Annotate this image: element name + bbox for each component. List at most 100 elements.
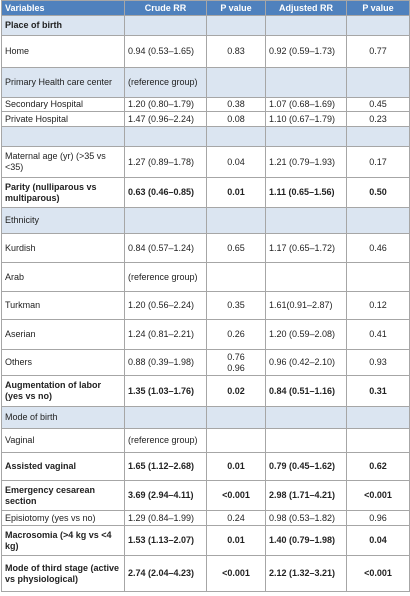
value-cell: <0.001 <box>206 555 266 592</box>
variable-cell: Augmentation of labor (yes vs no) <box>1 375 125 407</box>
empty-cell <box>265 406 347 429</box>
table-row: Augmentation of labor (yes vs no) 1.35 (1… <box>1 375 410 407</box>
value-cell: 1.24 (0.81–2.21) <box>124 319 207 350</box>
table-row: Primary Health care center (reference gro… <box>1 67 410 98</box>
table-row: Parity (nulliparous vs multiparous) 0.63 … <box>1 177 410 208</box>
empty-cell <box>346 67 410 98</box>
value-cell: 0.35 <box>206 291 266 320</box>
value-cell: 1.10 (0.67–1.79) <box>265 111 347 127</box>
empty-cell <box>206 207 266 234</box>
value-cell: 0.01 <box>206 177 266 208</box>
header-cell: P value <box>346 0 410 16</box>
table-row: Others 0.88 (0.39–1.98) 0.76 0.96 0.96 (0.42… <box>1 349 410 376</box>
value-cell: 0.94 (0.53–1.65) <box>124 35 207 68</box>
empty-cell <box>346 126 410 147</box>
variable-cell: Assisted vaginal <box>1 452 125 481</box>
value-cell: 0.84 (0.57–1.24) <box>124 233 207 263</box>
empty-cell <box>346 262 410 292</box>
value-cell: (reference group) <box>124 428 207 453</box>
variable-cell: Emergency cesarean section <box>1 480 125 511</box>
table-row: Episiotomy (yes vs no) 1.29 (0.84–1.99) 0.… <box>1 510 410 526</box>
value-cell: 0.50 <box>346 177 410 208</box>
empty-cell <box>206 262 266 292</box>
table-row: Kurdish 0.84 (0.57–1.24) 0.65 1.17 (0.65–1.… <box>1 233 410 263</box>
table-row: Maternal age (yr) (>35 vs <35) 1.27 (0.89… <box>1 146 410 178</box>
value-cell: 0.79 (0.45–1.62) <box>265 452 347 481</box>
value-cell: 0.01 <box>206 452 266 481</box>
empty-cell <box>346 428 410 453</box>
value-cell: 0.02 <box>206 375 266 407</box>
value-cell: 0.45 <box>346 97 410 112</box>
value-cell: 0.46 <box>346 233 410 263</box>
value-cell: 0.63 (0.46–0.85) <box>124 177 207 208</box>
cell-line: 0.96 <box>227 362 245 373</box>
value-cell: <0.001 <box>206 480 266 511</box>
empty-cell <box>124 15 207 36</box>
variable-cell: Parity (nulliparous vs multiparous) <box>1 177 125 208</box>
table-row: Vaginal (reference group) <box>1 428 410 453</box>
value-cell: 1.47 (0.96–2.24) <box>124 111 207 127</box>
header-row: Variables Crude RR P value Adjusted RR P val… <box>1 0 410 16</box>
value-cell: 0.83 <box>206 35 266 68</box>
value-cell: 1.20 (0.59–2.08) <box>265 319 347 350</box>
value-cell: 3.69 (2.94–4.11) <box>124 480 207 511</box>
variable-cell: Arab <box>1 262 125 292</box>
table-row: Arab (reference group) <box>1 262 410 292</box>
variable-cell: Mode of birth <box>1 406 125 429</box>
value-cell: 1.65 (1.12–2.68) <box>124 452 207 481</box>
table-row: Macrosomia (>4 kg vs <4 kg) 1.53 (1.13–2.… <box>1 525 410 556</box>
value-cell: 0.92 (0.59–1.73) <box>265 35 347 68</box>
cell: 0.76 0.96 <box>206 349 266 376</box>
variable-cell: Others <box>1 349 125 376</box>
value-cell: 1.27 (0.89–1.78) <box>124 146 207 178</box>
variable-cell: Aserian <box>1 319 125 350</box>
table-row: Mode of birth <box>1 406 410 429</box>
value-cell: 1.40 (0.79–1.98) <box>265 525 347 556</box>
empty-cell <box>346 15 410 36</box>
value-cell: 1.11 (0.65–1.56) <box>265 177 347 208</box>
table-row: Home 0.94 (0.53–1.65) 0.83 0.92 (0.59–1.73)… <box>1 35 410 68</box>
value-cell: 0.65 <box>206 233 266 263</box>
empty-cell <box>265 67 347 98</box>
table-row: Turkman 1.20 (0.56–2.24) 0.35 1.61(0.91–2.8… <box>1 291 410 320</box>
variable-cell: Private Hospital <box>1 111 125 127</box>
value-cell: 0.31 <box>346 375 410 407</box>
empty-cell <box>265 262 347 292</box>
value-cell: 0.17 <box>346 146 410 178</box>
value-cell: 1.07 (0.68–1.69) <box>265 97 347 112</box>
cell-line: 0.76 <box>227 351 245 362</box>
value-cell: 0.77 <box>346 35 410 68</box>
value-cell: 0.08 <box>206 111 266 127</box>
empty-cell <box>124 207 207 234</box>
value-cell: 0.38 <box>206 97 266 112</box>
empty-cell <box>346 207 410 234</box>
value-cell: <0.001 <box>346 555 410 592</box>
value-cell: 0.01 <box>206 525 266 556</box>
empty-cell <box>265 428 347 453</box>
variable-cell: Place of birth <box>1 15 125 36</box>
table-row: Emergency cesarean section 3.69 (2.94–4.1… <box>1 480 410 511</box>
variable-cell: Primary Health care center <box>1 67 125 98</box>
value-cell: 1.20 (0.56–2.24) <box>124 291 207 320</box>
variable-cell: Turkman <box>1 291 125 320</box>
variable-cell: Secondary Hospital <box>1 97 125 112</box>
value-cell: 0.96 <box>346 510 410 526</box>
value-cell: 2.12 (1.32–3.21) <box>265 555 347 592</box>
variable-cell: Home <box>1 35 125 68</box>
empty-cell <box>206 428 266 453</box>
value-cell: 0.26 <box>206 319 266 350</box>
empty-cell <box>346 406 410 429</box>
empty-cell <box>265 15 347 36</box>
empty-cell <box>124 406 207 429</box>
value-cell: 2.98 (1.71–4.21) <box>265 480 347 511</box>
table-row: Secondary Hospital 1.20 (0.80–1.79) 0.38 1.… <box>1 97 410 112</box>
value-cell: 0.88 (0.39–1.98) <box>124 349 207 376</box>
value-cell: 1.35 (1.03–1.76) <box>124 375 207 407</box>
empty-cell <box>206 67 266 98</box>
variable-cell: Mode of third stage (active vs physiolog… <box>1 555 125 592</box>
value-cell: 1.53 (1.13–2.07) <box>124 525 207 556</box>
value-cell: 1.29 (0.84–1.99) <box>124 510 207 526</box>
value-cell: 0.04 <box>346 525 410 556</box>
